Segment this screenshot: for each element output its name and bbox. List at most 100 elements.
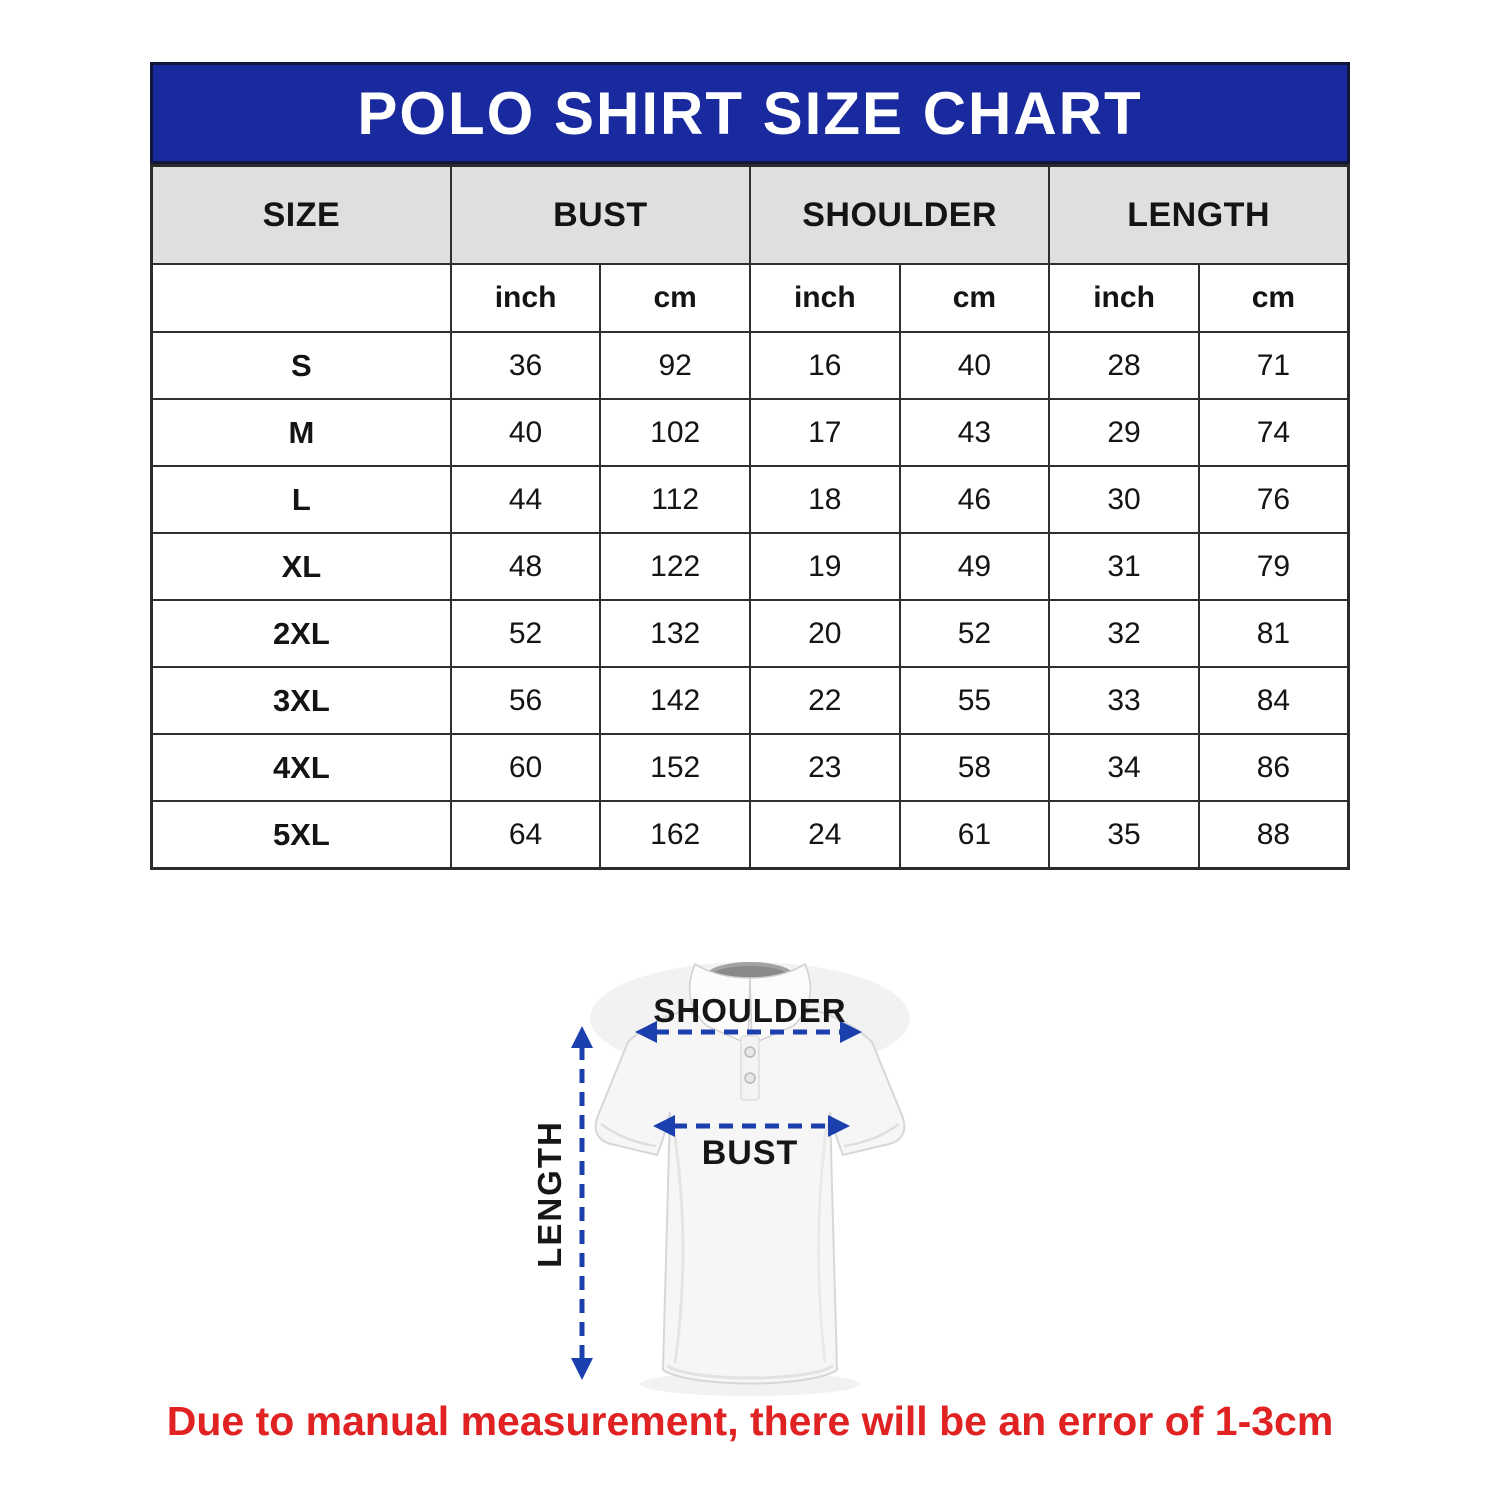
size-cell: M <box>150 398 452 467</box>
size-cell: 4XL <box>150 733 452 802</box>
table-row: 3XL 56 142 22 55 33 84 <box>150 666 1350 735</box>
value-cell: 32 <box>1048 599 1200 668</box>
value-cell: 22 <box>749 666 901 735</box>
value-cell: 61 <box>898 800 1051 870</box>
value-cell: 92 <box>599 331 751 400</box>
bust-arrowhead-right <box>828 1115 850 1137</box>
polo-shirt-diagram: SHOULDER BUST LENGTH <box>535 948 975 1403</box>
value-cell: 46 <box>898 465 1051 534</box>
unit-cell: cm <box>898 263 1051 333</box>
shirt-body <box>594 1008 906 1385</box>
value-cell: 28 <box>1048 331 1200 400</box>
value-cell: 60 <box>449 733 602 802</box>
table-row: S 36 92 16 40 28 71 <box>150 331 1350 400</box>
col-header-size: SIZE <box>150 164 452 265</box>
size-cell: S <box>150 331 452 400</box>
table-header-row: SIZE BUST SHOULDER LENGTH <box>150 164 1350 265</box>
shoulder-label: SHOULDER <box>653 992 846 1029</box>
value-cell: 33 <box>1048 666 1200 735</box>
col-header-shoulder: SHOULDER <box>748 164 1051 265</box>
value-cell: 17 <box>749 398 901 467</box>
chart-title-banner: POLO SHIRT SIZE CHART <box>150 62 1350 164</box>
unit-cell: cm <box>1197 263 1350 333</box>
units-empty-cell <box>150 263 452 333</box>
size-cell: XL <box>150 532 452 601</box>
value-cell: 35 <box>1048 800 1200 870</box>
value-cell: 81 <box>1197 599 1350 668</box>
size-cell: 5XL <box>150 800 452 870</box>
col-header-length: LENGTH <box>1048 164 1350 265</box>
table-row: L 44 112 18 46 30 76 <box>150 465 1350 534</box>
value-cell: 18 <box>749 465 901 534</box>
value-cell: 112 <box>599 465 751 534</box>
bust-arrowhead-left <box>653 1115 675 1137</box>
value-cell: 24 <box>749 800 901 870</box>
unit-cell: inch <box>1048 263 1200 333</box>
value-cell: 52 <box>898 599 1051 668</box>
value-cell: 20 <box>749 599 901 668</box>
value-cell: 71 <box>1197 331 1350 400</box>
size-table: SIZE BUST SHOULDER LENGTH inch cm inch c… <box>150 164 1350 870</box>
value-cell: 132 <box>599 599 751 668</box>
value-cell: 76 <box>1197 465 1350 534</box>
placket <box>740 1035 760 1101</box>
shirt-fold-left <box>671 1122 685 1364</box>
chart-title: POLO SHIRT SIZE CHART <box>357 79 1143 147</box>
sleeve-cuff-left <box>600 1122 657 1148</box>
table-row: 4XL 60 152 23 58 34 86 <box>150 733 1350 802</box>
table-row: XL 48 122 19 49 31 79 <box>150 532 1350 601</box>
value-cell: 44 <box>449 465 602 534</box>
value-cell: 84 <box>1197 666 1350 735</box>
value-cell: 142 <box>599 666 751 735</box>
value-cell: 122 <box>599 532 751 601</box>
value-cell: 43 <box>898 398 1051 467</box>
size-cell: L <box>150 465 452 534</box>
size-chart: POLO SHIRT SIZE CHART SIZE BUST SHOULDER… <box>150 62 1350 870</box>
length-arrowhead-top <box>571 1026 593 1048</box>
value-cell: 74 <box>1197 398 1350 467</box>
value-cell: 48 <box>449 532 602 601</box>
size-cell: 3XL <box>150 666 452 735</box>
value-cell: 23 <box>749 733 901 802</box>
value-cell: 29 <box>1048 398 1200 467</box>
length-arrowhead-bottom <box>571 1358 593 1380</box>
value-cell: 162 <box>599 800 751 870</box>
value-cell: 55 <box>898 666 1051 735</box>
value-cell: 152 <box>599 733 751 802</box>
length-label: LENGTH <box>535 1120 568 1268</box>
value-cell: 30 <box>1048 465 1200 534</box>
bust-label: BUST <box>702 1134 799 1172</box>
measurement-disclaimer: Due to manual measurement, there will be… <box>166 1398 1334 1444</box>
value-cell: 36 <box>449 331 602 400</box>
value-cell: 16 <box>749 331 901 400</box>
value-cell: 102 <box>599 398 751 467</box>
value-cell: 86 <box>1197 733 1350 802</box>
value-cell: 49 <box>898 532 1051 601</box>
hem-line <box>666 1364 834 1380</box>
value-cell: 52 <box>449 599 602 668</box>
value-cell: 64 <box>449 800 602 870</box>
table-units-row: inch cm inch cm inch cm <box>150 263 1350 333</box>
unit-cell: inch <box>449 263 602 333</box>
table-row: 2XL 52 132 20 52 32 81 <box>150 599 1350 668</box>
value-cell: 40 <box>449 398 602 467</box>
size-cell: 2XL <box>150 599 452 668</box>
table-row: 5XL 64 162 24 61 35 88 <box>150 800 1350 870</box>
collar-right-flap <box>749 962 812 1046</box>
button <box>744 1072 756 1084</box>
value-cell: 79 <box>1197 532 1350 601</box>
table-row: M 40 102 17 43 29 74 <box>150 398 1350 467</box>
value-cell: 31 <box>1048 532 1200 601</box>
shoulder-arrowhead-right <box>840 1021 862 1043</box>
value-cell: 34 <box>1048 733 1200 802</box>
shoulder-arrowhead-left <box>635 1021 657 1043</box>
value-cell: 56 <box>449 666 602 735</box>
value-cell: 58 <box>898 733 1051 802</box>
value-cell: 19 <box>749 532 901 601</box>
collar-left-flap <box>688 962 751 1046</box>
unit-cell: inch <box>749 263 901 333</box>
col-header-bust: BUST <box>449 164 752 265</box>
shirt-fold-right <box>817 1122 829 1364</box>
value-cell: 88 <box>1197 800 1350 870</box>
